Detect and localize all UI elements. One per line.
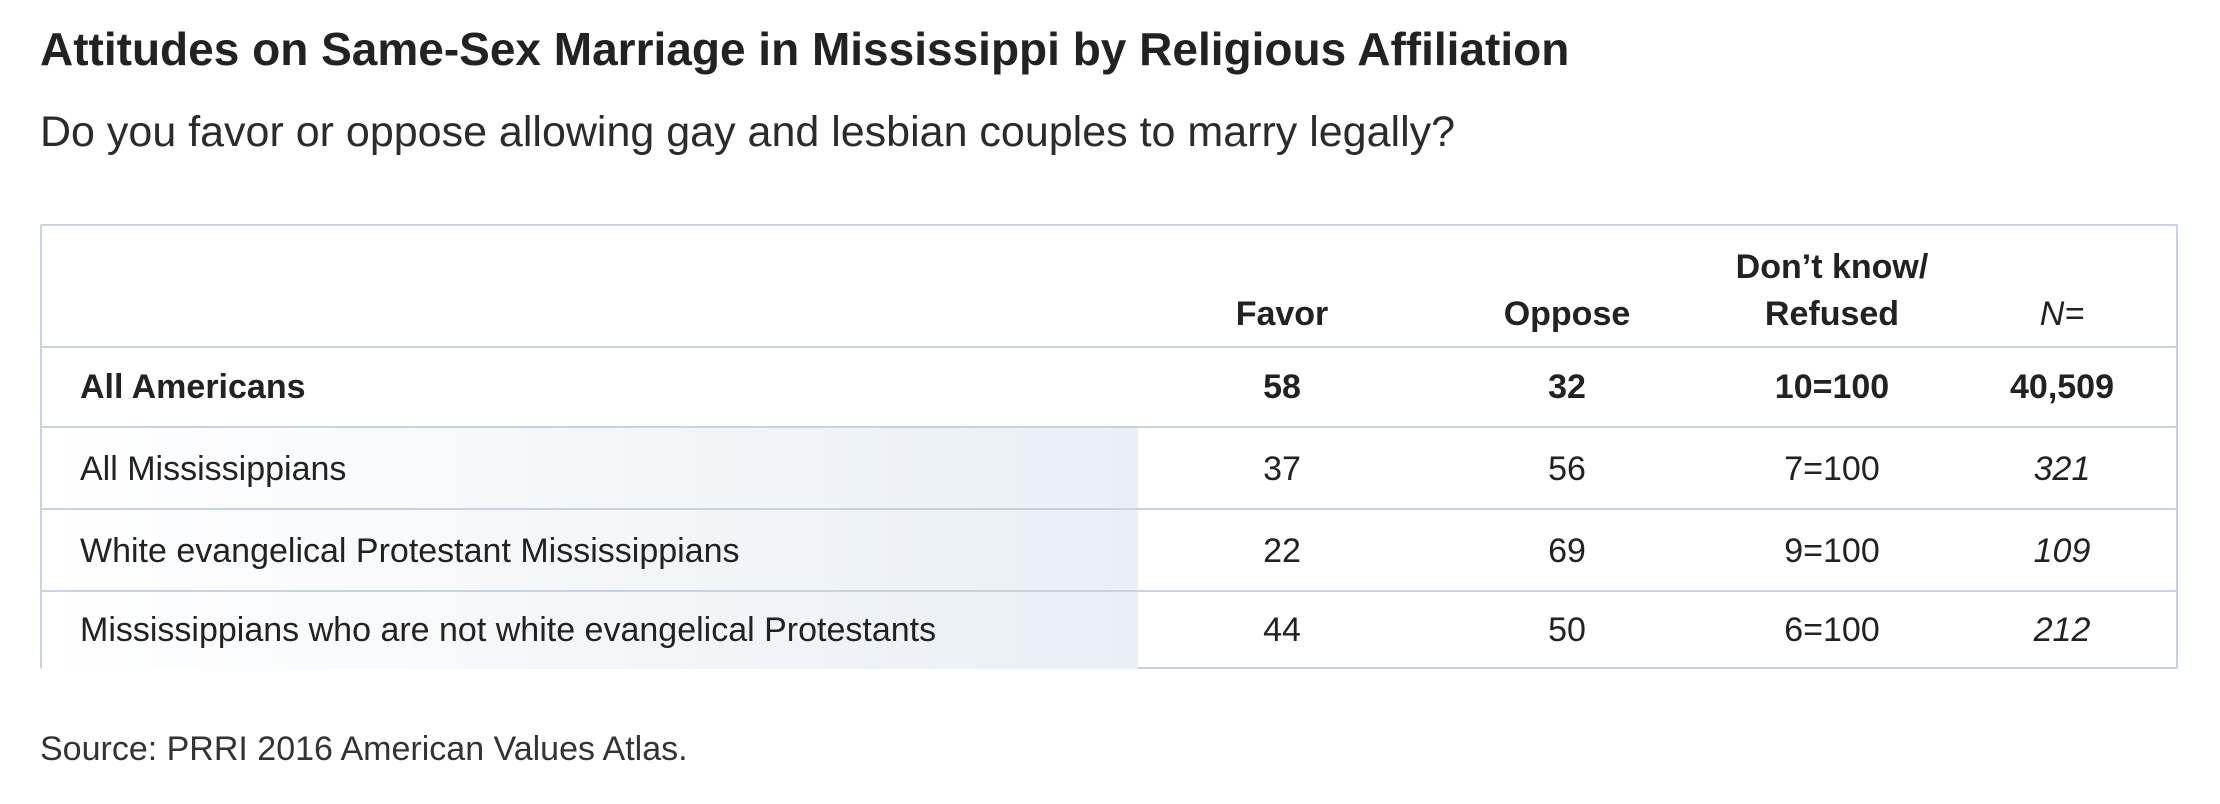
table-row-all-americans: All Americans 58 32 10=100 40,509	[42, 346, 2176, 428]
row-label: White evangelical Protestant Mississippi…	[80, 531, 740, 570]
header-oppose: Oppose	[1503, 295, 1631, 333]
cell-dont-know: 10=100	[1774, 367, 1890, 406]
header-n: N=	[2039, 295, 2085, 333]
row-label: All Mississippians	[80, 449, 347, 488]
header-dont-know: Don’t know/ Refused	[1682, 244, 1982, 338]
cell-favor: 44	[1263, 611, 1301, 649]
cell-dont-know: 7=100	[1784, 449, 1880, 488]
row-label-shade	[42, 592, 1138, 669]
cell-n: 321	[2033, 449, 2091, 488]
cell-n: 109	[2033, 531, 2091, 570]
table-row-all-mississippians: All Mississippians 37 56 7=100 321	[42, 426, 2176, 510]
row-label: Mississippians who are not white evangel…	[80, 611, 937, 649]
source-note: Source: PRRI 2016 American Values Atlas.	[40, 730, 688, 768]
row-label-shade	[42, 510, 1138, 592]
cell-oppose: 50	[1548, 611, 1586, 649]
header-favor: Favor	[1235, 295, 1329, 333]
cell-oppose: 32	[1548, 367, 1586, 406]
table-header: Favor Oppose Don’t know/ Refused N=	[42, 226, 2176, 348]
row-label: All Americans	[80, 367, 306, 406]
data-table: Favor Oppose Don’t know/ Refused N= All …	[40, 224, 2178, 669]
cell-oppose: 56	[1548, 449, 1586, 488]
row-label-shade	[42, 428, 1138, 510]
cell-n: 212	[2033, 611, 2091, 649]
cell-dont-know: 6=100	[1784, 611, 1880, 649]
cell-favor: 22	[1263, 531, 1301, 570]
cell-dont-know: 9=100	[1784, 531, 1880, 570]
header-dont-know-line2: Refused	[1764, 295, 1900, 333]
cell-oppose: 69	[1548, 531, 1586, 570]
chart-title: Attitudes on Same-Sex Marriage in Missis…	[40, 23, 1570, 75]
cell-favor: 37	[1263, 449, 1301, 488]
table-row-white-evangelical: White evangelical Protestant Mississippi…	[42, 508, 2176, 592]
chart-subtitle: Do you favor or oppose allowing gay and …	[40, 108, 1456, 156]
table-row-not-white-evangelical: Mississippians who are not white evangel…	[42, 590, 2176, 669]
header-dont-know-line1: Don’t know/	[1735, 248, 1929, 286]
cell-favor: 58	[1263, 367, 1301, 406]
cell-n: 40,509	[2010, 367, 2114, 406]
